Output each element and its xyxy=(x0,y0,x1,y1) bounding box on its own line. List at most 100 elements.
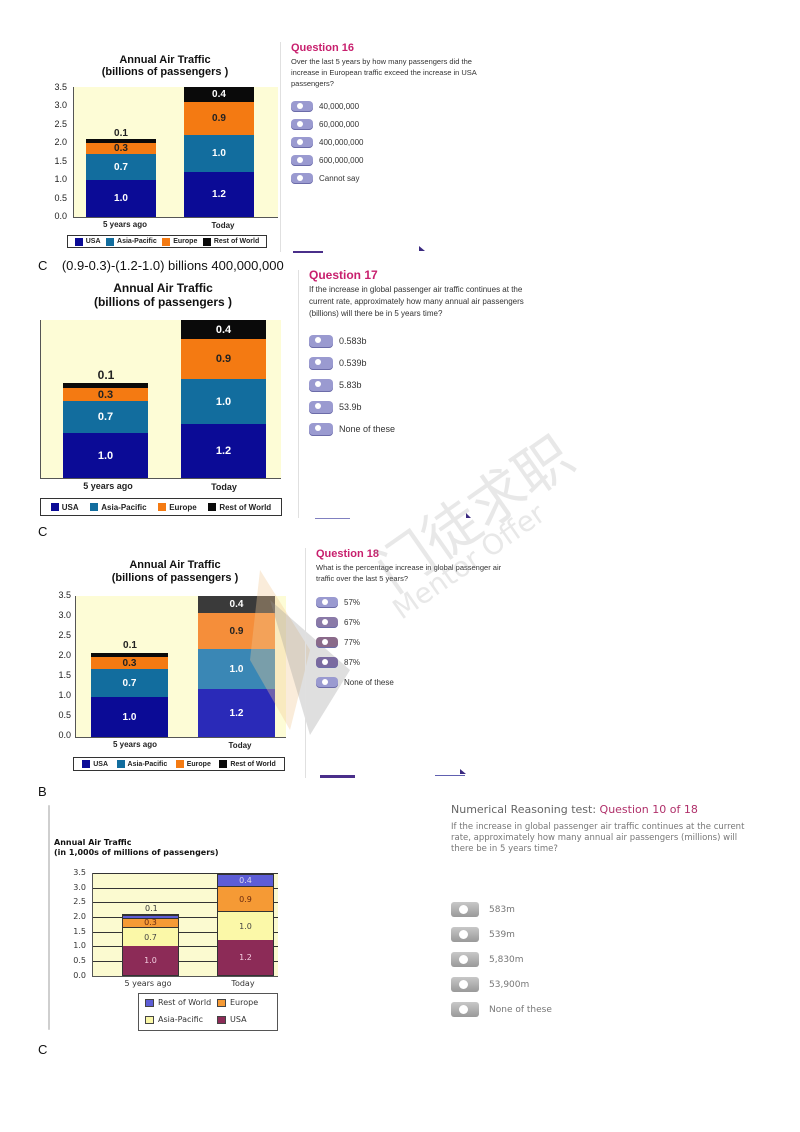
seg-row xyxy=(91,653,168,657)
seg-usa: 1.0 xyxy=(91,697,168,737)
watermark-logo-icon xyxy=(250,570,350,735)
radio-button-icon[interactable] xyxy=(291,154,313,166)
label-row-5y: 0.1 xyxy=(97,368,115,382)
seg-row xyxy=(63,383,148,388)
bar-5-years-ago: 1.0 0.7 0.3 xyxy=(122,914,179,976)
y-tick: 1.5 xyxy=(58,670,71,680)
y-tick: 1.0 xyxy=(54,174,67,184)
radio-button-icon[interactable] xyxy=(291,118,313,130)
chart-subtitle: (billions of passengers ) xyxy=(101,66,229,78)
chart-legend: USA Asia-Pacific Europe Rest of World xyxy=(67,235,267,248)
chart-subtitle: (billions of passengers ) xyxy=(93,295,233,309)
back-nav-line[interactable] xyxy=(315,518,350,519)
legend-asia-pacific: Asia-Pacific xyxy=(101,502,147,512)
back-nav-line[interactable] xyxy=(293,251,323,253)
bar-today: 1.2 1.0 0.9 0.4 xyxy=(184,87,254,217)
radio-button-icon[interactable] xyxy=(309,334,333,348)
option[interactable]: 67% xyxy=(316,612,516,632)
chart-q16: Annual Air Traffic (billions of passenge… xyxy=(45,50,285,250)
radio-button-icon[interactable] xyxy=(451,952,479,967)
legend-rest-of-world: Rest of World xyxy=(213,238,260,245)
bar-5-years-ago: 1.0 0.7 0.3 xyxy=(63,383,148,478)
chart-title: Annual Air Traffic xyxy=(54,838,132,847)
bar-today: 1.2 1.0 0.9 0.4 xyxy=(217,873,274,976)
y-tick: 3.0 xyxy=(73,883,86,892)
option[interactable]: 5.83b xyxy=(309,374,539,396)
option[interactable]: 600,000,000 xyxy=(291,151,481,169)
chart-q18: Annual Air Traffic (billions of passenge… xyxy=(55,557,295,772)
option[interactable]: Cannot say xyxy=(291,169,481,187)
question-title: Question 18 xyxy=(316,548,379,560)
radio-button-icon[interactable] xyxy=(309,400,333,414)
option-label: 400,000,000 xyxy=(319,137,364,147)
option[interactable]: None of these xyxy=(309,418,539,440)
option[interactable]: 87% xyxy=(316,652,516,672)
seg-asia: 1.0 xyxy=(184,135,254,172)
seg-asia: 0.7 xyxy=(86,154,156,180)
bar-5-years-ago: 1.0 0.7 0.3 xyxy=(86,139,156,217)
option-label: 0.539b xyxy=(339,358,367,368)
radio-button-icon[interactable] xyxy=(309,378,333,392)
y-tick: 0.0 xyxy=(73,971,86,980)
radio-button-icon[interactable] xyxy=(451,902,479,917)
radio-button-icon[interactable] xyxy=(316,636,338,648)
question-text: If the increase in global passenger air … xyxy=(451,822,745,854)
radio-button-icon[interactable] xyxy=(451,977,479,992)
radio-button-icon[interactable] xyxy=(291,172,313,184)
option[interactable]: 539m xyxy=(451,922,761,947)
radio-button-icon[interactable] xyxy=(309,422,333,436)
x-label: Today xyxy=(228,741,252,750)
radio-button-icon[interactable] xyxy=(291,100,313,112)
radio-button-icon[interactable] xyxy=(316,616,338,628)
label-row-5y: 0.1 xyxy=(123,640,137,651)
radio-button-icon[interactable] xyxy=(451,1002,479,1017)
radio-button-icon[interactable] xyxy=(291,136,313,148)
option[interactable]: 0.539b xyxy=(309,352,539,374)
radio-button-icon[interactable] xyxy=(316,596,338,608)
radio-button-icon[interactable] xyxy=(451,927,479,942)
option-label: 539m xyxy=(489,929,515,940)
option[interactable]: None of these xyxy=(316,672,516,692)
seg-europe: 0.3 xyxy=(86,143,156,154)
plot-area: 1.0 0.7 0.3 0.1 1.2 1.0 0.9 0.4 xyxy=(92,873,278,977)
radio-button-icon[interactable] xyxy=(316,656,338,668)
seg-usa: 1.0 xyxy=(63,433,148,478)
next-arrow-icon[interactable] xyxy=(460,769,466,774)
question-title: Question 16 xyxy=(291,42,354,54)
seg-asia: 1.0 xyxy=(218,911,273,940)
option-label: 583m xyxy=(489,904,515,915)
option-label: None of these xyxy=(489,1004,552,1015)
option[interactable]: 53,900m xyxy=(451,972,761,997)
seg-usa: 1.0 xyxy=(86,180,156,217)
option[interactable]: 60,000,000 xyxy=(291,115,481,133)
seg-row: 0.4 xyxy=(198,596,275,613)
x-label: Today xyxy=(231,979,255,988)
chart-title: Annual Air Traffic xyxy=(113,281,213,295)
option[interactable]: 57% xyxy=(316,592,516,612)
next-arrow-icon[interactable] xyxy=(419,246,425,251)
y-tick: 2.0 xyxy=(54,137,67,147)
y-tick: 2.0 xyxy=(58,650,71,660)
x-label: 5 years ago xyxy=(83,481,133,491)
option[interactable]: None of these xyxy=(451,997,761,1022)
next-nav-line[interactable] xyxy=(435,775,465,776)
option[interactable]: 5,830m xyxy=(451,947,761,972)
chart-q10: Annual Air Traffic (in 1,000s of million… xyxy=(50,835,290,1035)
option[interactable]: 0.583b xyxy=(309,330,539,352)
y-tick: 3.0 xyxy=(58,610,71,620)
test-name: Numerical Reasoning test: xyxy=(451,803,600,816)
radio-button-icon[interactable] xyxy=(309,356,333,370)
radio-button-icon[interactable] xyxy=(316,676,338,688)
back-nav-line[interactable] xyxy=(320,775,355,778)
seg-europe: 0.9 xyxy=(181,339,266,379)
option[interactable]: 40,000,000 xyxy=(291,97,481,115)
next-arrow-icon[interactable] xyxy=(466,513,471,518)
y-tick: 1.0 xyxy=(73,941,86,950)
y-tick: 0.5 xyxy=(54,193,67,203)
option[interactable]: 400,000,000 xyxy=(291,133,481,151)
seg-europe: 0.3 xyxy=(123,917,178,927)
option[interactable]: 583m xyxy=(451,897,761,922)
option[interactable]: 77% xyxy=(316,632,516,652)
option[interactable]: 53.9b xyxy=(309,396,539,418)
x-label: 5 years ago xyxy=(102,220,148,229)
